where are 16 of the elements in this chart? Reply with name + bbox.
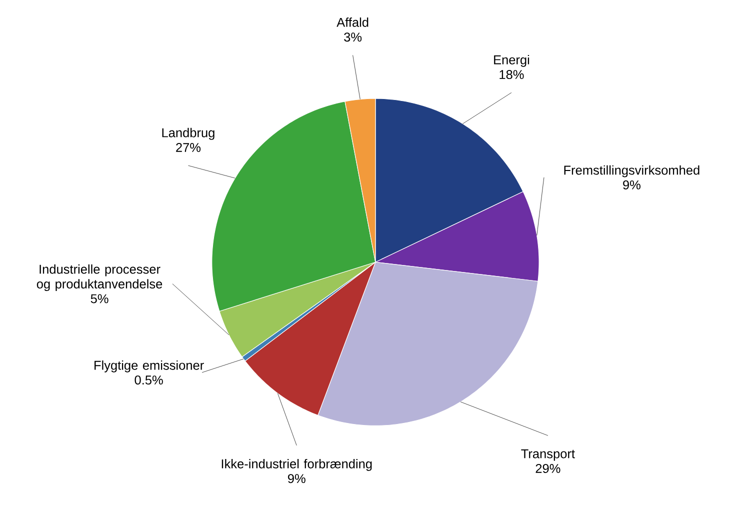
data-label: 9% bbox=[623, 180, 640, 190]
data-label: 27% bbox=[176, 142, 201, 152]
data-label: 3% bbox=[344, 32, 362, 42]
slice-label: Transport bbox=[521, 449, 575, 461]
data-label: 18% bbox=[500, 70, 524, 79]
slice-label: Flygtige emissioner bbox=[94, 360, 204, 372]
slice-label: Energi bbox=[494, 54, 530, 67]
slice-label: Fremstillingsvirksomhed bbox=[564, 165, 700, 178]
slice-label: Ikke-industriel forbrænding bbox=[222, 458, 372, 471]
data-label: 0.5% bbox=[134, 375, 163, 384]
data-label: 5% bbox=[90, 294, 108, 304]
slice-label: Industrielle processer og produktanvendelse bbox=[36, 264, 162, 291]
data-label: 29% bbox=[536, 464, 560, 473]
data-label: 9% bbox=[288, 474, 306, 483]
slice-label: Landbrug bbox=[162, 128, 214, 140]
slice-label: Affald bbox=[336, 17, 368, 27]
